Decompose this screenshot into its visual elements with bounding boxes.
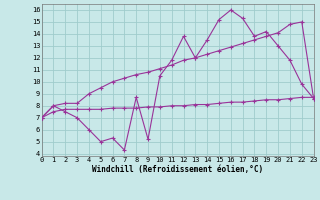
- X-axis label: Windchill (Refroidissement éolien,°C): Windchill (Refroidissement éolien,°C): [92, 165, 263, 174]
